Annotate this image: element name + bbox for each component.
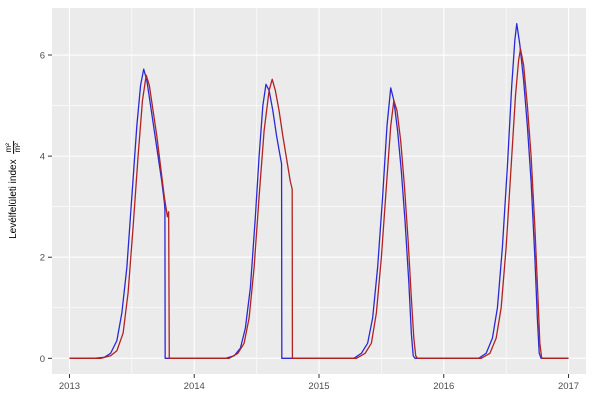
x-axis-tick-label: 2017 — [558, 381, 579, 392]
y-axis-tick-label: 4 — [40, 152, 45, 163]
x-axis-tick-label: 2013 — [59, 381, 80, 392]
x-axis-tick-label: 2016 — [433, 381, 454, 392]
series-line-series-2 — [69, 48, 569, 359]
x-axis-tick-label: 2014 — [184, 381, 205, 392]
y-axis-tick-label: 0 — [40, 354, 45, 365]
y-axis-tick-label: 6 — [40, 51, 45, 62]
x-axis-tick-label: 2015 — [308, 381, 329, 392]
y-axis-tick-label: 2 — [40, 253, 45, 264]
